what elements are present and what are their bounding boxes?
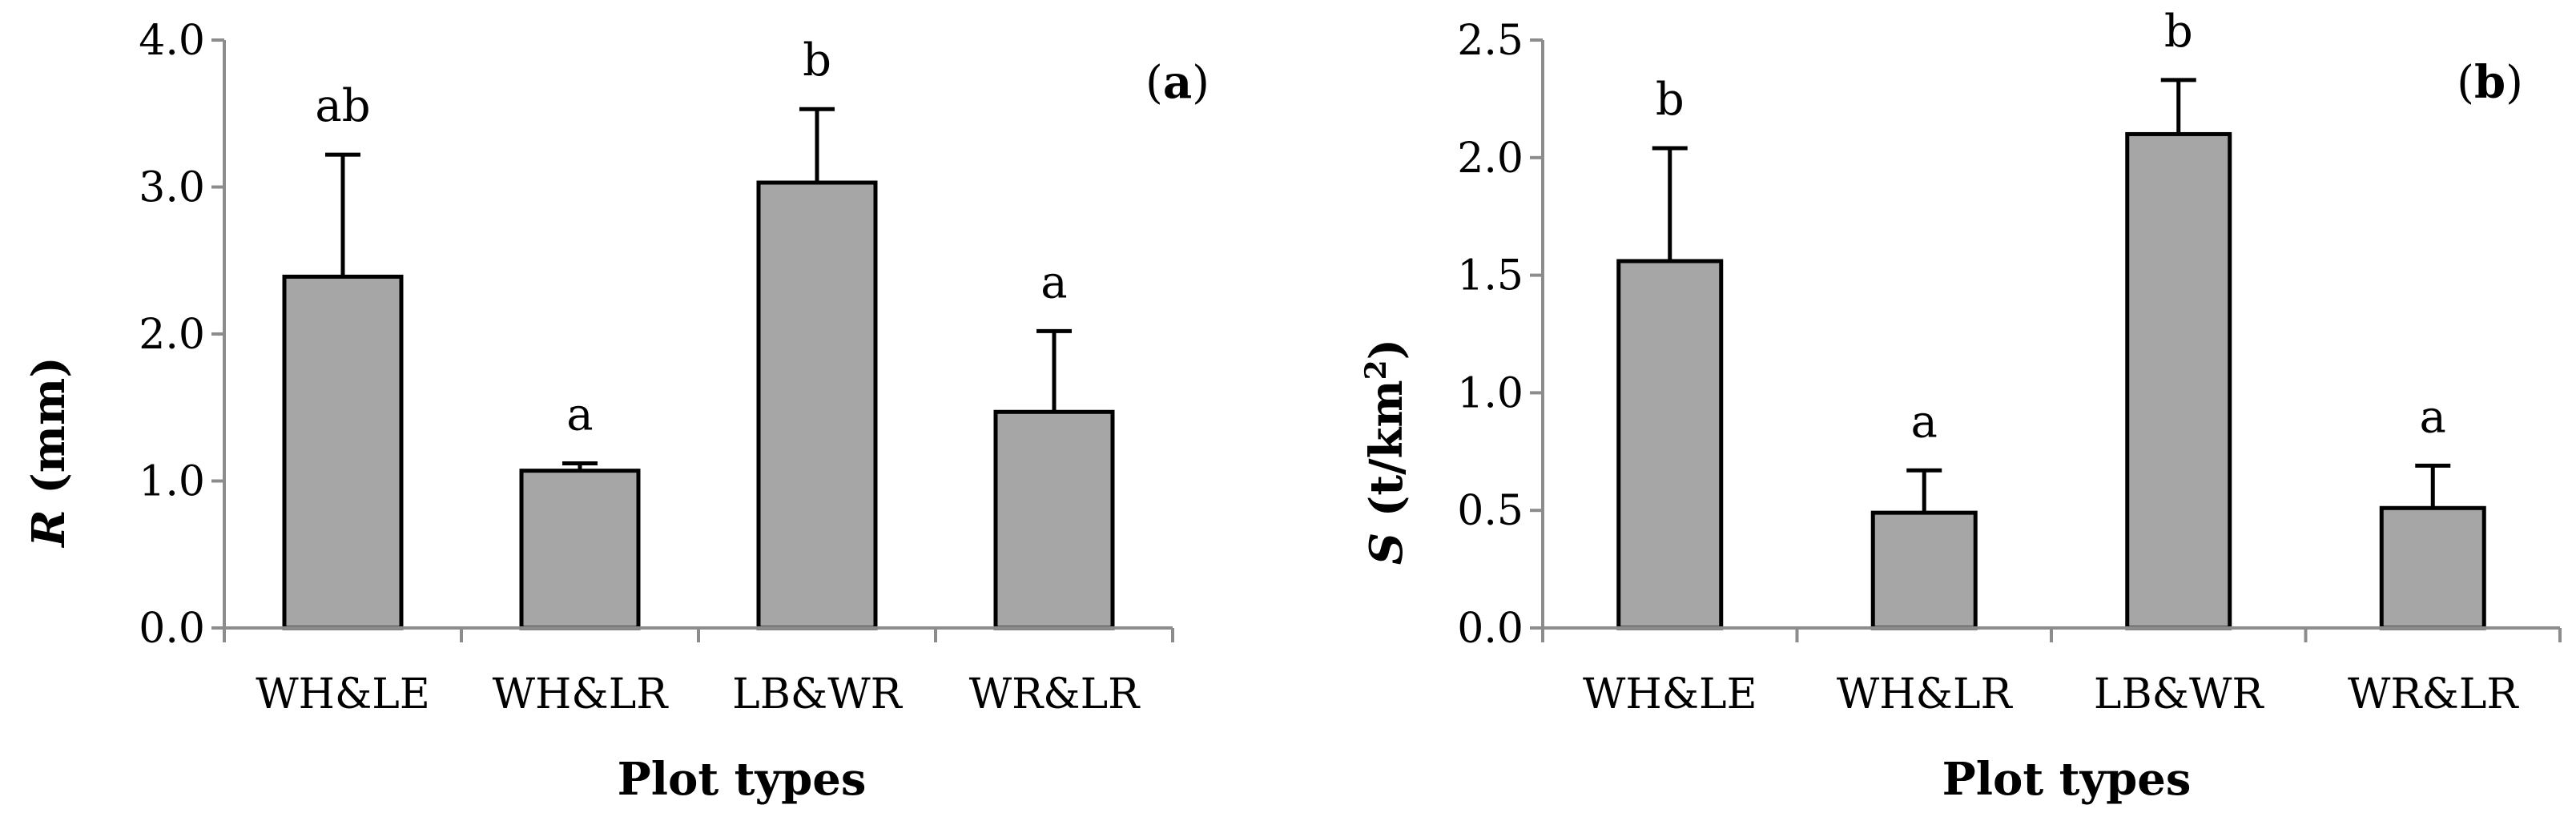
significance-label-a-1: ab <box>315 80 370 132</box>
y-tick-label-b: 2.5 <box>1457 17 1523 65</box>
x-axis-label-b: Plot types <box>1942 753 2192 806</box>
x-tick-label-b-4: WR&LR <box>2348 670 2519 718</box>
bar-b-3 <box>2125 131 2232 630</box>
x-tick-label-a-1: WH&LE <box>256 670 430 718</box>
y-tick-label-a: 0.0 <box>139 605 205 653</box>
y-tick-label-b: 2.0 <box>1457 135 1523 183</box>
y-axis-label-a: R (mm) <box>22 356 75 549</box>
x-axis-label-a: Plot types <box>618 753 867 806</box>
significance-label-a-2: a <box>566 388 593 441</box>
x-tick-label-b-3: LB&WR <box>2094 670 2264 718</box>
y-tick-label-b: 1.0 <box>1457 369 1523 417</box>
significance-label-b-3: b <box>2164 6 2193 58</box>
y-tick-label-a: 2.0 <box>139 311 205 359</box>
y-tick-label-b: 0.0 <box>1457 605 1523 653</box>
y-tick-label-b: 0.5 <box>1457 487 1523 535</box>
bar-b-1 <box>1616 259 1724 630</box>
x-tick-label-b-2: WH&LR <box>1837 670 2014 718</box>
y-tick-label-b: 1.5 <box>1457 252 1523 300</box>
x-tick-label-b-1: WH&LE <box>1583 670 1757 718</box>
significance-label-b-4: a <box>2420 391 2446 443</box>
significance-label-a-3: b <box>803 34 831 87</box>
x-tick-label-a-3: LB&WR <box>732 670 903 718</box>
significance-label-b-2: a <box>1911 396 1938 448</box>
y-axis-label-b: S (t/km2) <box>1359 339 1413 565</box>
y-tick-label-a: 4.0 <box>139 17 205 65</box>
significance-label-a-4: a <box>1040 256 1067 308</box>
x-tick-label-a-4: WR&LR <box>969 670 1141 718</box>
bar-a-2 <box>519 469 641 630</box>
bar-a-1 <box>282 274 404 630</box>
panel-label-a: (a) <box>1145 56 1210 109</box>
y-tick-label-a: 3.0 <box>139 164 205 212</box>
x-tick-label-a-2: WH&LR <box>493 670 670 718</box>
panel-label-b: (b) <box>2457 56 2523 109</box>
chart-panel-b: b a b a 0.0 0.5 1.0 1.5 2.0 2.5 WH&LE WH&LR LB&WR WR… <box>1359 6 2562 806</box>
significance-label-b-1: b <box>1656 74 1684 126</box>
y-tick-label-a: 1.0 <box>139 458 205 506</box>
bar-a-4 <box>993 409 1115 630</box>
bar-b-2 <box>1870 510 1978 630</box>
bar-b-4 <box>2379 505 2486 630</box>
bar-a-3 <box>756 180 878 630</box>
